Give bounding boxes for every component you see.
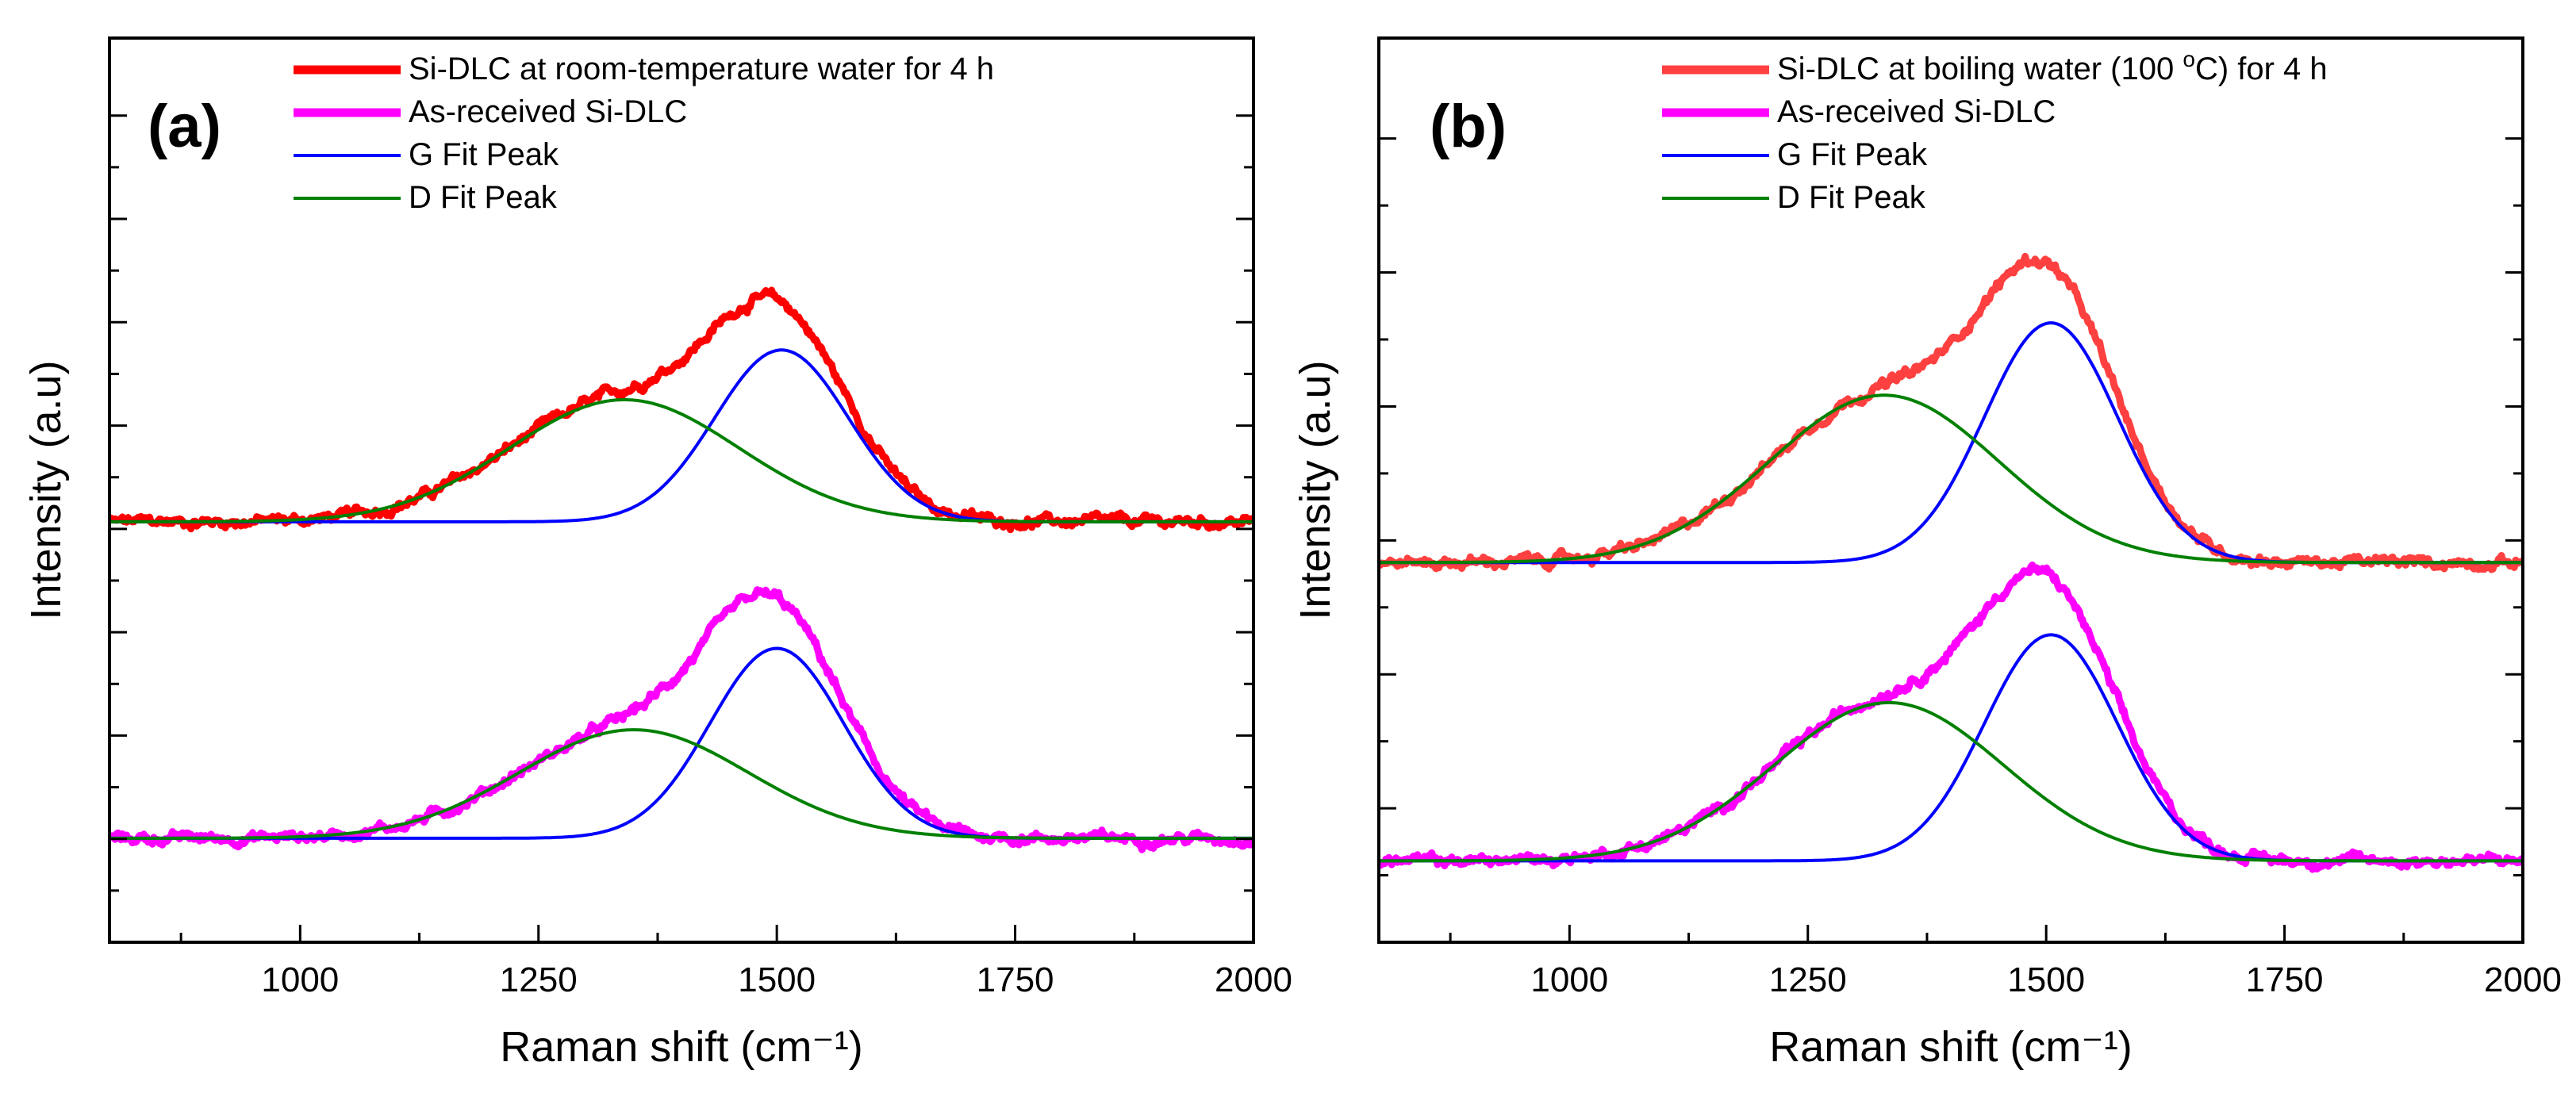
legend-entry: Si-DLC at boiling water (100 oC) for 4 h (1777, 47, 2328, 86)
x-tick-label: 2000 (2484, 960, 2562, 999)
legend: Si-DLC at boiling water (100 oC) for 4 h… (1662, 47, 2328, 215)
g-fit-line-lower (1379, 633, 2523, 863)
plot-area (1379, 252, 2523, 873)
series-line-si-dlc-at-boiling-water-100-c-for-4-h (1379, 252, 2523, 573)
plot-frame (108, 36, 1255, 944)
x-tick-label: 1500 (738, 960, 816, 999)
legend-entry: As-received Si-DLC (409, 94, 687, 129)
x-axis-title: Raman shift (cm⁻¹) (1769, 1023, 2133, 1071)
g-fit-line-upper (1379, 321, 2523, 565)
d-fit-line-upper (109, 398, 1253, 523)
x-tick-label: 1500 (2007, 960, 2085, 999)
x-tick-label: 1000 (1530, 960, 1608, 999)
legend-entry: D Fit Peak (409, 180, 558, 215)
panel-label: (a) (148, 93, 221, 160)
x-tick-label: 1250 (1769, 960, 1847, 999)
x-axis-title: Raman shift (cm⁻¹) (500, 1023, 863, 1071)
legend-entry: G Fit Peak (409, 137, 559, 172)
d-fit-line-lower (109, 728, 1253, 840)
legend-entry: G Fit Peak (1777, 137, 1928, 172)
x-tick-label: 1750 (977, 960, 1054, 999)
g-fit-line-upper (109, 348, 1253, 523)
legend-entry: Si-DLC at room-temperature water for 4 h (409, 52, 994, 86)
series-line-as-received-si-dlc (109, 586, 1253, 853)
d-fit-line-upper (1379, 393, 2523, 565)
panel-label: (b) (1430, 93, 1507, 160)
d-fit-line-lower (1379, 700, 2523, 863)
x-tick-label: 1000 (261, 960, 339, 999)
y-axis-title: Intensity (a.u) (22, 360, 70, 619)
series-line-as-received-si-dlc (1379, 562, 2523, 873)
plot-frame (1377, 36, 2524, 944)
panel-b: 1000 1250 1500 1750 2000 Raman shift (cm⁻¹) In… (1292, 36, 2562, 1071)
x-tick-label: 2000 (1215, 960, 1292, 999)
legend: Si-DLC at room-temperature water for 4 h… (294, 52, 994, 215)
plot-area (109, 286, 1253, 853)
y-axis-title: Intensity (a.u) (1292, 360, 1339, 619)
series-line-si-dlc-at-room-temperature-water-for-4-h (109, 286, 1253, 534)
x-tick-label: 1250 (500, 960, 578, 999)
x-tick-label: 1750 (2246, 960, 2324, 999)
panel-a: 1000 1250 1500 1750 2000 Raman shift (cm⁻¹) In… (22, 36, 1292, 1071)
legend-entry: D Fit Peak (1777, 180, 1926, 215)
legend-entry: As-received Si-DLC (1777, 94, 2056, 129)
